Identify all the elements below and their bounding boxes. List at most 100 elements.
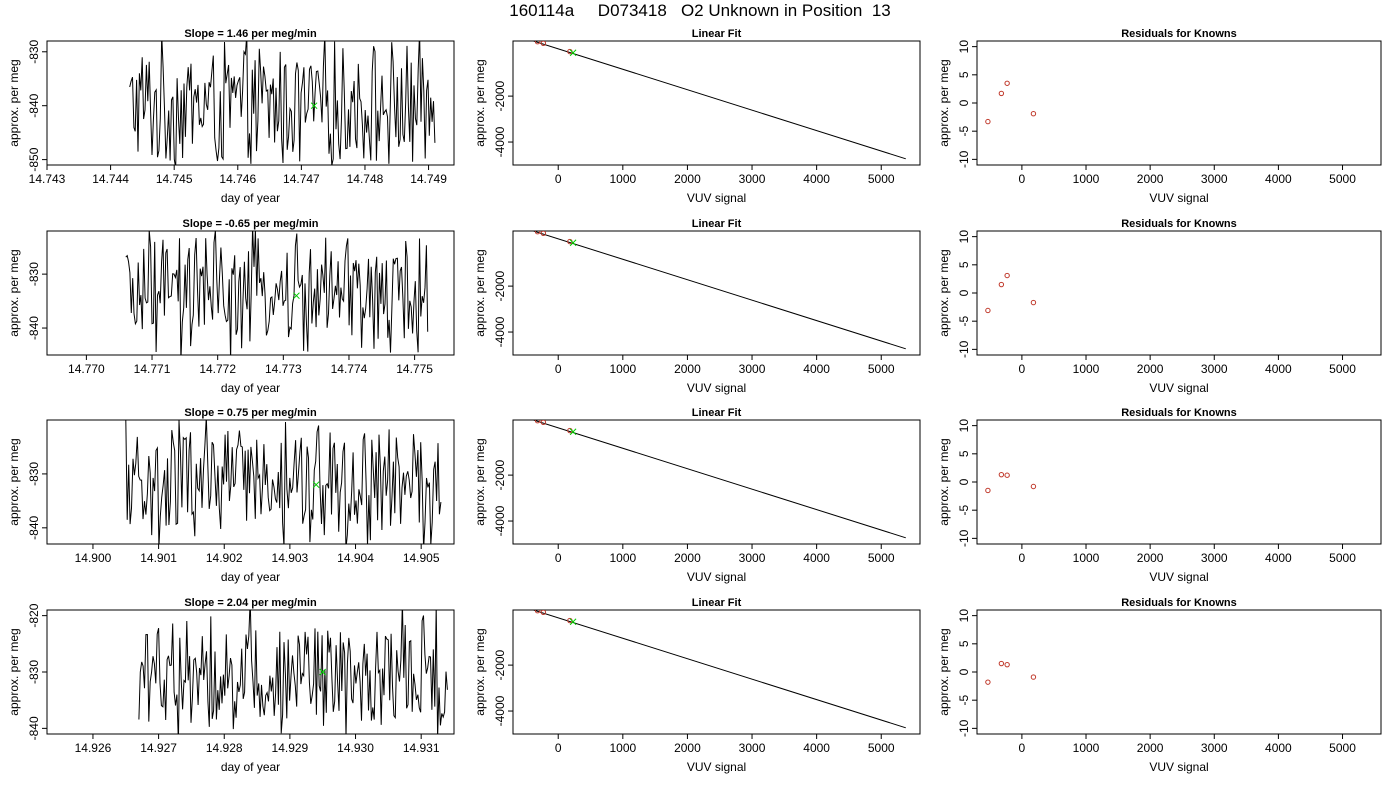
residual-point [1004, 80, 1010, 86]
plot-frame [976, 230, 1382, 356]
plot-area [985, 660, 1037, 685]
panel-title: Linear Fit [692, 218, 742, 230]
panel-5: Linear Fit 0 1000 2000 3000 4000 5000 -4000 -200… [473, 218, 921, 395]
y-tick-label: -4000 [493, 126, 507, 157]
y-axis-label: approx. per meg [7, 249, 21, 336]
unknown-marker [310, 102, 318, 110]
known-point [522, 36, 526, 40]
plot-frame [976, 419, 1382, 545]
y-tick-label: -5 [957, 695, 971, 706]
y-tick-label: -840 [27, 716, 41, 740]
x-tick-label: 0 [555, 551, 562, 565]
known-point [540, 231, 547, 236]
panel-7: Slope = 0.75 per meg/min 14.900 14.901 14.9… [7, 407, 455, 584]
x-tick-label: 14.775 [396, 362, 433, 376]
x-tick-label: 3000 [1201, 551, 1228, 565]
x-tick-label: 3000 [739, 551, 766, 565]
y-tick-label: -5 [957, 505, 971, 516]
x-tick-label: 14.749 [410, 172, 447, 186]
x-tick-label: 14.929 [272, 741, 309, 755]
x-tick-label: 1000 [609, 172, 636, 186]
y-axis-label: approx. per meg [473, 628, 487, 715]
x-tick-label: 14.773 [265, 362, 302, 376]
y-tick-label: -2000 [493, 80, 507, 111]
data-series-line [125, 231, 429, 355]
panel-1: Slope = 1.46 per meg/min 14.743 14.744 14.7… [7, 28, 455, 205]
x-tick-label: 14.770 [68, 362, 105, 376]
panel-title: Residuals for Knowns [1121, 407, 1237, 419]
x-tick-label: 14.928 [206, 741, 243, 755]
x-tick-label: 14.930 [337, 741, 374, 755]
y-tick-label: 10 [957, 230, 971, 244]
x-tick-label: 14.745 [156, 172, 193, 186]
x-tick-label: 5000 [868, 362, 895, 376]
x-tick-label: 1000 [609, 551, 636, 565]
x-tick-label: 2000 [1137, 172, 1164, 186]
panel-title: Slope = 2.04 per meg/min [184, 597, 317, 609]
x-tick-label: 5000 [868, 741, 895, 755]
plot-area [138, 610, 448, 734]
x-tick-label: 2000 [1137, 741, 1164, 755]
x-tick-label: 0 [555, 362, 562, 376]
y-axis-label: approx. per meg [7, 59, 21, 146]
x-axis-label: day of year [221, 191, 280, 205]
known-point [522, 415, 526, 419]
x-tick-label: 14.902 [206, 551, 243, 565]
plot-area [985, 80, 1037, 125]
known-point [534, 41, 541, 45]
y-tick-label: -850 [27, 147, 41, 171]
y-axis-label: approx. per meg [7, 438, 21, 525]
residual-point [985, 679, 991, 685]
panel-4: Slope = -0.65 per meg/min 14.770 14.771 14.… [7, 218, 455, 395]
residual-point [1030, 299, 1037, 306]
x-tick-label: 2000 [674, 362, 701, 376]
y-tick-label: -840 [27, 515, 41, 539]
unknown-point [569, 239, 577, 247]
plot-frame [976, 40, 1382, 166]
x-tick-label: 14.926 [75, 741, 112, 755]
panel-2: Linear Fit 0 1000 2000 3000 4000 5000 -4000 -200… [473, 28, 921, 205]
panel-6: Residuals for Knowns 0 1000 2000 3000 4000 500… [937, 218, 1382, 395]
x-tick-label: 2000 [674, 741, 701, 755]
y-axis-label: approx. per meg [937, 438, 951, 525]
x-tick-label: 0 [555, 172, 562, 186]
y-tick-label: 0 [957, 99, 971, 106]
y-tick-label: -10 [957, 150, 971, 168]
residual-point [1030, 111, 1037, 117]
x-tick-label: 14.903 [272, 551, 309, 565]
x-axis-label: VUV signal [1149, 381, 1208, 395]
y-tick-label: -830 [27, 462, 41, 486]
x-tick-label: 5000 [1329, 741, 1356, 755]
y-tick-label: -840 [27, 316, 41, 340]
x-tick-label: 14.747 [283, 172, 320, 186]
x-tick-label: 14.746 [219, 172, 256, 186]
y-tick-label: -4000 [493, 316, 507, 347]
x-tick-label: 1000 [609, 741, 636, 755]
x-tick-label: 0 [555, 741, 562, 755]
y-tick-label: 5 [957, 640, 971, 647]
plot-area [522, 36, 906, 160]
y-tick-label: -10 [957, 529, 971, 547]
data-series-line [125, 420, 442, 544]
unknown-point [569, 618, 577, 626]
y-tick-label: 0 [957, 478, 971, 485]
data-series-line [129, 41, 436, 165]
y-axis-label: approx. per meg [937, 59, 951, 146]
known-point [534, 231, 541, 235]
fit-line [531, 420, 906, 539]
panel-3: Residuals for Knowns 0 1000 2000 3000 4000 500… [937, 28, 1382, 205]
y-axis-label: approx. per meg [937, 628, 951, 715]
y-tick-label: -5 [957, 126, 971, 137]
panel-title: Linear Fit [692, 597, 742, 609]
residual-point [998, 471, 1005, 478]
residual-point [1004, 661, 1010, 668]
unknown-point [569, 428, 577, 436]
residual-point [985, 307, 991, 314]
x-axis-label: VUV signal [1149, 191, 1208, 205]
x-axis-label: VUV signal [1149, 570, 1208, 584]
x-tick-label: 1000 [609, 362, 636, 376]
y-tick-label: -830 [27, 39, 41, 63]
y-tick-label: 10 [957, 609, 971, 623]
x-tick-label: 14.901 [140, 551, 177, 565]
